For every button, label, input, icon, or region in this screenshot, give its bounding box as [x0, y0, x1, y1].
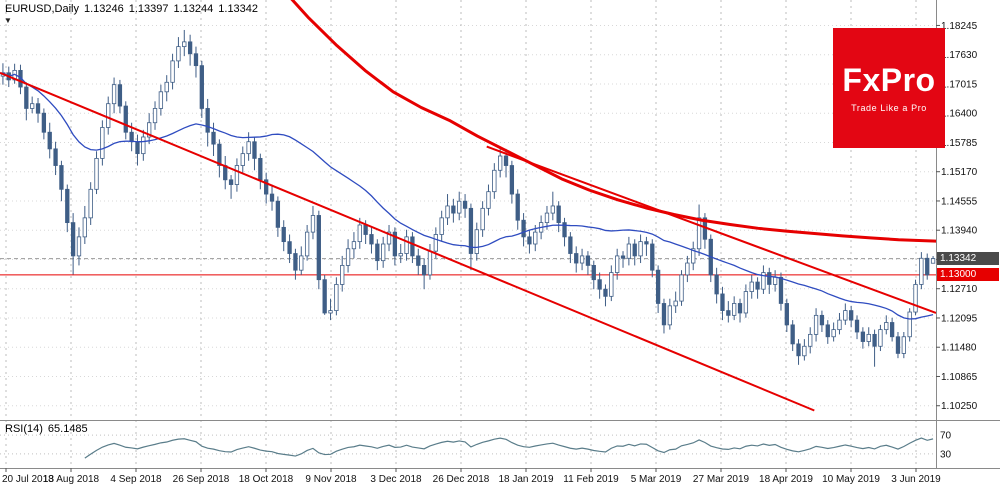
candles [0, 29, 936, 367]
date-axis-label: 3 Dec 2018 [370, 474, 422, 485]
price-axis-label: 1.18245 [941, 21, 978, 32]
date-axis-label: 10 May 2019 [822, 474, 880, 485]
date-axis-label: 13 Aug 2018 [43, 474, 100, 485]
date-axis-label: 9 Nov 2018 [305, 474, 357, 485]
rsi-indicator-label: RSI(14) 65.1485 [5, 423, 88, 435]
date-axis-label: 11 Feb 2019 [563, 474, 619, 485]
rsi-indicator-value: 65.1485 [47, 423, 88, 435]
rsi-level-label: 30 [940, 449, 952, 460]
price-axis-label: 1.10865 [941, 372, 978, 383]
main-downtrend-line[interactable] [0, 71, 815, 412]
price-axis-label: 1.17015 [941, 79, 978, 90]
ohlc-high: 1.13397 [128, 3, 169, 15]
vertical-gridlines [5, 0, 917, 468]
price-axis-label: 1.12710 [941, 284, 978, 295]
upper-channel-line[interactable] [486, 145, 936, 314]
date-axis-label: 18 Oct 2018 [239, 474, 294, 485]
date-axis-label: 3 Jun 2019 [891, 474, 941, 485]
date-axis-label: 20 Jul 2018 [2, 474, 54, 485]
price-axis-labels: 1.18245 1.17630 1.17015 1.16400 1.15785 1.151… [936, 21, 978, 412]
date-axis-label: 18 Apr 2019 [759, 474, 813, 485]
long-term-ma-curve [290, 0, 936, 243]
date-axis-label: 4 Sep 2018 [110, 474, 162, 485]
price-axis-label: 1.10250 [941, 401, 978, 412]
ohlc-low: 1.13244 [173, 3, 214, 15]
rsi-line [84, 437, 934, 459]
rsi-levels: 70 30 [0, 431, 952, 460]
moving-average-line [2, 72, 934, 320]
date-axis-label: 26 Sep 2018 [173, 474, 230, 485]
price-axis-label: 1.13940 [941, 226, 978, 237]
date-axis-label: 5 Mar 2019 [631, 474, 682, 485]
fxpro-logo-brand: FxPro [842, 61, 936, 98]
ohlc-close: 1.13342 [218, 3, 259, 15]
one-click-trading-arrow-icon[interactable]: ▼ [4, 16, 12, 25]
current-price-tag: 1.13342 [937, 252, 999, 266]
fxpro-logo: FxPro Trade Like a Pro [833, 28, 945, 148]
price-axis-label: 1.12095 [941, 313, 978, 324]
date-axis-label: 18 Jan 2019 [498, 474, 553, 485]
symbol-timeframe: EURUSD,Daily [5, 3, 79, 15]
price-axis-label: 1.15170 [941, 167, 978, 178]
price-axis-label: 1.17630 [941, 50, 978, 61]
price-axis-label: 1.11480 [941, 343, 977, 354]
price-axis-label: 1.16400 [941, 109, 978, 120]
chart-title: EURUSD,Daily 1.13246 1.13397 1.13244 1.1… [5, 3, 258, 15]
horizontal-gridlines [0, 24, 936, 407]
rsi-level-label: 70 [940, 431, 952, 442]
key-level-price-tag: 1.13000 [937, 268, 999, 282]
price-axis-label: 1.15785 [941, 138, 978, 149]
rsi-indicator-name: RSI(14) [5, 423, 43, 435]
date-axis-label: 27 Mar 2019 [693, 474, 750, 485]
price-axis-label: 1.14555 [941, 196, 978, 207]
ohlc-open: 1.13246 [83, 3, 124, 15]
fxpro-logo-tagline: Trade Like a Pro [851, 102, 927, 113]
date-axis-label: 26 Dec 2018 [433, 474, 490, 485]
